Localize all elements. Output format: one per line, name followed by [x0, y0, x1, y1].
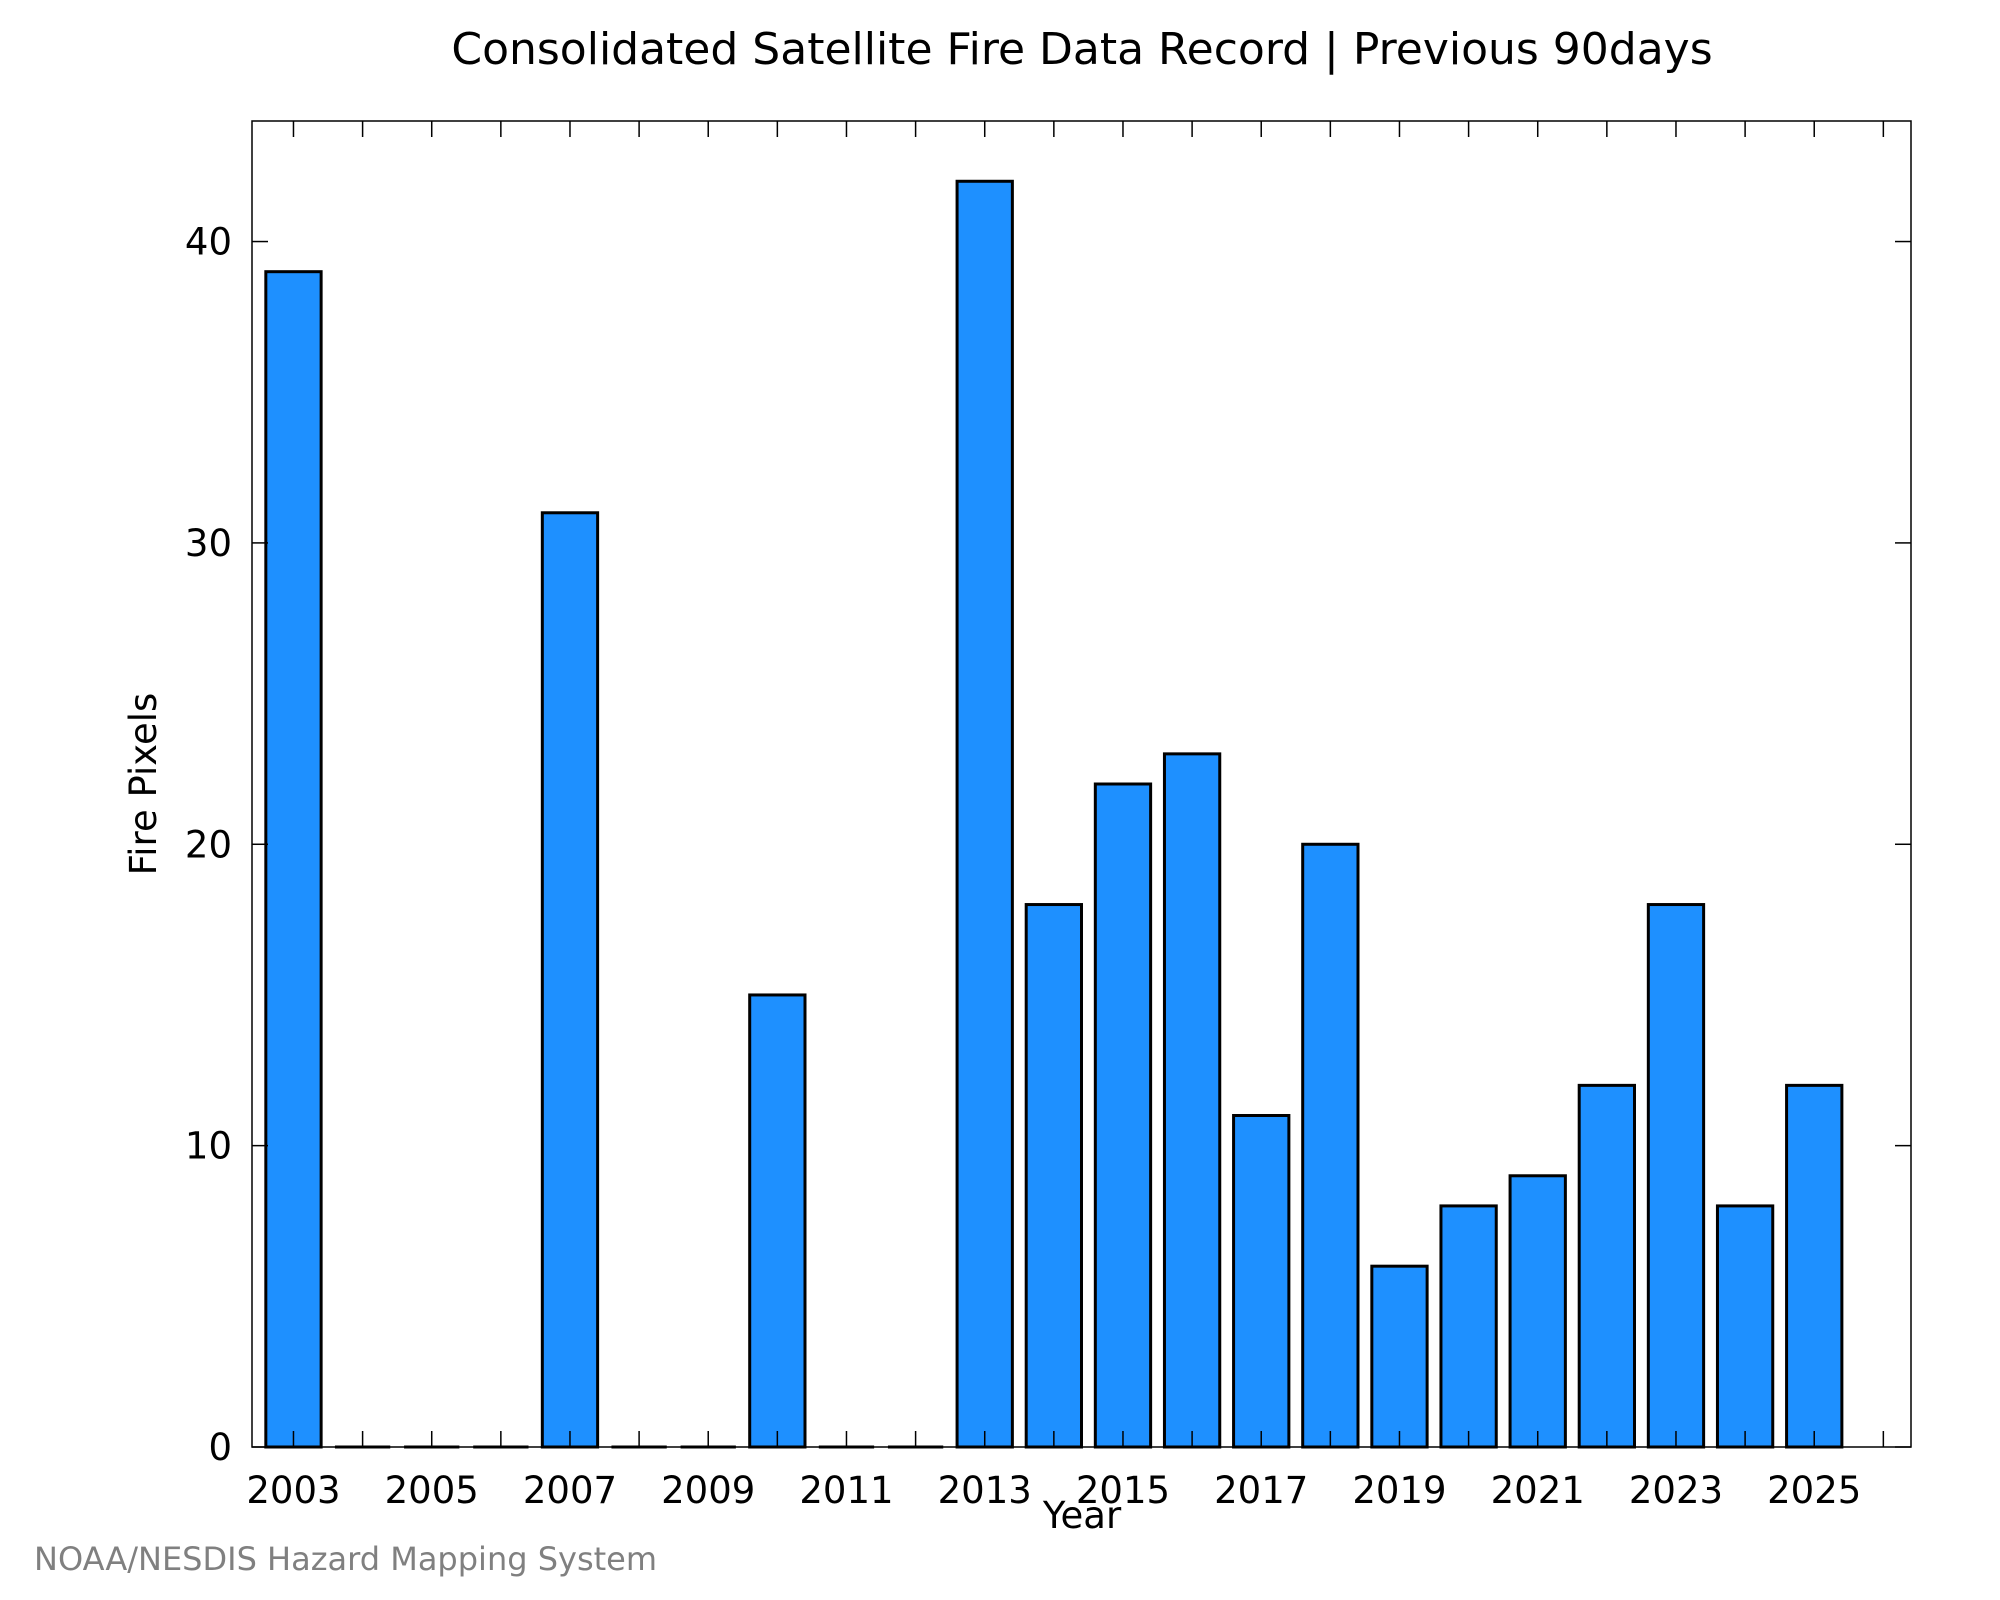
- x-tick-label: 2025: [1767, 1469, 1861, 1512]
- chart-title: Consolidated Satellite Fire Data Record …: [451, 24, 1712, 75]
- bar-2014: [1024, 903, 1083, 1449]
- credit-text: NOAA/NESDIS Hazard Mapping System: [34, 1540, 657, 1578]
- x-tick-label: 2013: [938, 1469, 1032, 1512]
- x-tick-label: 2007: [523, 1469, 617, 1512]
- bar-2023: [1646, 903, 1706, 1449]
- bar-2024: [1715, 1204, 1775, 1449]
- x-tick-label: 2023: [1629, 1469, 1723, 1512]
- x-axis-label: Year: [1042, 1494, 1122, 1537]
- x-tick-label: 2015: [1076, 1469, 1170, 1512]
- x-tick-label: 2017: [1214, 1469, 1308, 1512]
- bar-2018: [1301, 842, 1360, 1449]
- x-tick-labels-group: 2003 2005 2007 2009 2011 2013 2015 2017 2019 2021…: [246, 1469, 1861, 1512]
- x-tick-label: 2021: [1491, 1469, 1585, 1512]
- bar-2017: [1232, 1114, 1291, 1449]
- bar-2015: [1093, 782, 1153, 1449]
- bar-2022: [1577, 1083, 1636, 1449]
- y-tick-label: 20: [185, 823, 232, 866]
- x-tick-label: 2009: [661, 1469, 755, 1512]
- y-tick-label: 40: [185, 221, 232, 264]
- y-tick-labels-group: 0 10 20 30 40: [185, 221, 232, 1469]
- y-axis-label: Fire Pixels: [122, 693, 165, 876]
- bar-2007: [540, 511, 600, 1449]
- bar-2020: [1439, 1204, 1498, 1449]
- bar-2013: [955, 179, 1014, 1449]
- x-tick-label: 2011: [799, 1469, 893, 1512]
- y-tick-label: 0: [208, 1426, 232, 1469]
- bar-2025: [1785, 1083, 1844, 1449]
- bar-2016: [1162, 752, 1222, 1449]
- bar-2010: [748, 993, 807, 1449]
- x-tick-label: 2003: [246, 1469, 340, 1512]
- x-tick-label: 2019: [1352, 1469, 1446, 1512]
- axis-ticks-group: [252, 121, 1911, 1448]
- bar-2021: [1508, 1174, 1567, 1449]
- bar-2019: [1370, 1264, 1429, 1449]
- bars-group: [264, 179, 1844, 1449]
- x-tick-label: 2005: [385, 1469, 479, 1512]
- y-tick-label: 10: [185, 1125, 232, 1168]
- bar-2003: [264, 270, 323, 1449]
- y-tick-label: 30: [185, 522, 232, 565]
